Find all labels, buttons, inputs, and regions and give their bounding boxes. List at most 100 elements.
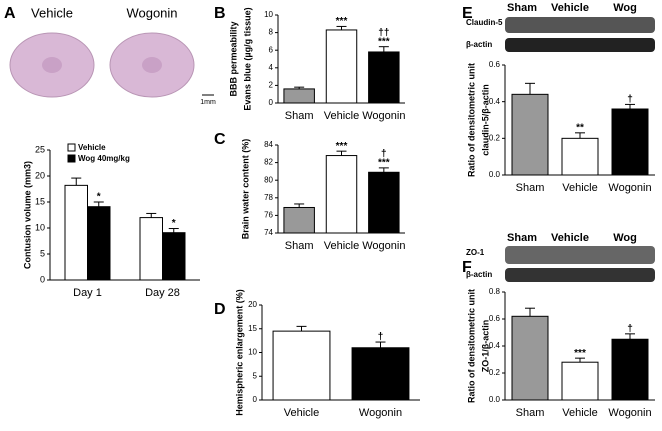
y-tick-label: 10 (264, 10, 273, 19)
blot-band (505, 17, 655, 33)
blot-lane-label: Vehicle (551, 2, 589, 14)
blot-lane-label: Sham (507, 232, 537, 244)
significance-label: † (381, 149, 387, 160)
bar (368, 51, 400, 104)
y-axis-label: ZO-1/β-actin (480, 320, 490, 373)
bar (511, 315, 549, 401)
y-tick-label: 25 (35, 144, 45, 154)
brain-images (9, 32, 214, 98)
y-tick-label: 0.4 (489, 341, 501, 350)
blot-band (505, 246, 655, 264)
y-axis-label: Contusion volume (mm3) (22, 161, 32, 269)
blot-row-label: β-actin (466, 40, 492, 49)
blot-lane-label: Wog (613, 232, 637, 244)
y-tick-label: 5 (253, 371, 258, 380)
x-tick-label: Sham (285, 240, 314, 252)
bar (511, 93, 549, 176)
image-label: Vehicle (31, 5, 73, 20)
x-tick-label: Sham (516, 182, 545, 194)
bar (162, 232, 186, 281)
y-tick-label: 6 (269, 45, 274, 54)
blot-row-label: ZO-1 (466, 248, 485, 257)
bar (272, 330, 331, 401)
bar (283, 88, 315, 104)
y-axis-label: Ratio of densitometric unit (466, 63, 476, 177)
panel-letter: D (214, 301, 226, 318)
y-tick-label: 0 (40, 274, 45, 284)
y-tick-label: 5 (40, 248, 45, 258)
bar (368, 171, 400, 234)
significance-label: †† (378, 27, 389, 38)
y-tick-label: 0 (253, 395, 258, 404)
y-tick-label: 2 (269, 81, 274, 90)
x-tick-label: Day 28 (145, 287, 180, 299)
y-axis-label: claudin-5/β-actin (480, 84, 490, 156)
y-tick-label: 76 (264, 211, 273, 220)
x-tick-label: Wogonin (608, 182, 651, 194)
bar (611, 338, 649, 401)
y-tick-label: 20 (248, 300, 257, 309)
image-label: Wogonin (126, 5, 177, 20)
y-tick-label: 74 (264, 228, 273, 237)
panel-letter: F (462, 259, 472, 276)
y-tick-label: 15 (248, 324, 257, 333)
legend-swatch (67, 154, 76, 163)
panel-letter: E (462, 5, 473, 22)
y-tick-label: 0.8 (489, 287, 501, 296)
significance-label: † (627, 323, 633, 334)
panel-letter: A (4, 5, 16, 22)
blot-band (505, 268, 655, 282)
brain-detail (142, 57, 162, 73)
blots (505, 17, 655, 282)
significance-label: † (378, 332, 384, 343)
y-axis-label: Evans blue (µg/g tissue) (242, 7, 252, 110)
legend-label: Wog 40mg/kg (78, 154, 130, 163)
x-tick-label: Wogonin (608, 407, 651, 419)
significance-label: * (97, 192, 101, 203)
y-axis-label: Ratio of densitometric unit (466, 289, 476, 403)
x-tick-label: Sham (285, 110, 314, 122)
y-tick-label: 0.2 (489, 368, 501, 377)
blot-band (505, 38, 655, 52)
y-tick-label: 0.2 (489, 133, 501, 142)
bar (139, 217, 163, 281)
y-axis-label: BBB permeability (228, 21, 238, 96)
y-tick-label: 80 (264, 175, 273, 184)
bar (325, 29, 358, 104)
y-tick-label: 0 (269, 98, 274, 107)
y-tick-label: 84 (264, 140, 273, 149)
x-tick-label: Wogonin (359, 407, 402, 419)
blot-row-label: Claudin-5 (466, 18, 503, 27)
panel-letter: C (214, 131, 226, 148)
y-tick-label: 15 (35, 196, 45, 206)
scale-label: 1mm (200, 99, 216, 106)
significance-label: ** (576, 122, 584, 133)
legend-label: Vehicle (78, 143, 106, 152)
legend-swatch (67, 143, 76, 152)
bar (64, 184, 88, 281)
x-tick-label: Vehicle (324, 110, 359, 122)
y-tick-label: 4 (269, 63, 274, 72)
x-tick-label: Wogonin (362, 240, 405, 252)
y-tick-label: 8 (269, 28, 274, 37)
bar (611, 108, 649, 176)
blot-lane-label: Sham (507, 2, 537, 14)
y-tick-label: 0.0 (489, 395, 501, 404)
brain-detail (42, 57, 62, 73)
bar (283, 206, 315, 234)
y-tick-label: 10 (35, 222, 45, 232)
blot-lane-label: Wog (613, 2, 637, 14)
y-tick-label: 0.0 (489, 170, 501, 179)
significance-label: *** (378, 158, 390, 169)
y-tick-label: 20 (35, 170, 45, 180)
y-tick-label: 82 (264, 158, 273, 167)
y-tick-label: 0.6 (489, 60, 501, 69)
x-tick-label: Sham (516, 407, 545, 419)
y-axis-label: Brain water content (%) (240, 139, 250, 240)
y-tick-label: 10 (248, 348, 257, 357)
x-tick-label: Vehicle (284, 407, 319, 419)
bar (351, 347, 410, 401)
significance-label: † (627, 94, 633, 105)
x-tick-label: Wogonin (362, 110, 405, 122)
